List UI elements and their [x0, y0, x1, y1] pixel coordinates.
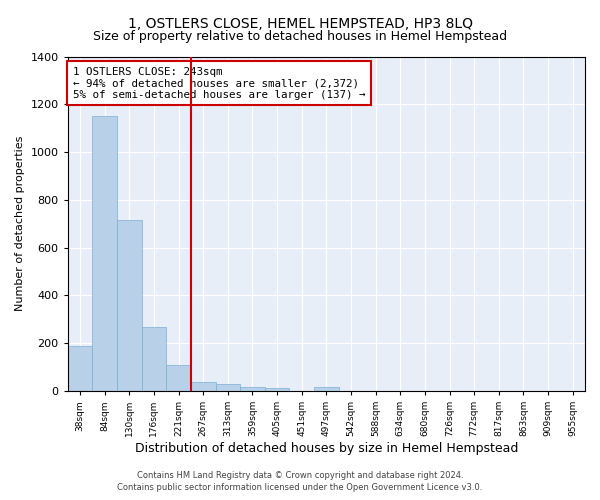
- Bar: [117, 220, 142, 391]
- Y-axis label: Number of detached properties: Number of detached properties: [15, 136, 25, 312]
- X-axis label: Distribution of detached houses by size in Hemel Hempstead: Distribution of detached houses by size …: [134, 442, 518, 455]
- Bar: [191, 382, 215, 391]
- Text: Contains HM Land Registry data © Crown copyright and database right 2024.
Contai: Contains HM Land Registry data © Crown c…: [118, 471, 482, 492]
- Text: 1, OSTLERS CLOSE, HEMEL HEMPSTEAD, HP3 8LQ: 1, OSTLERS CLOSE, HEMEL HEMPSTEAD, HP3 8…: [128, 18, 473, 32]
- Text: 1 OSTLERS CLOSE: 243sqm
← 94% of detached houses are smaller (2,372)
5% of semi-: 1 OSTLERS CLOSE: 243sqm ← 94% of detache…: [73, 66, 365, 100]
- Bar: [166, 365, 191, 391]
- Bar: [265, 388, 289, 391]
- Bar: [215, 384, 240, 391]
- Bar: [68, 346, 92, 391]
- Bar: [92, 116, 117, 391]
- Bar: [314, 387, 338, 391]
- Bar: [240, 387, 265, 391]
- Text: Size of property relative to detached houses in Hemel Hempstead: Size of property relative to detached ho…: [93, 30, 507, 43]
- Bar: [142, 326, 166, 391]
